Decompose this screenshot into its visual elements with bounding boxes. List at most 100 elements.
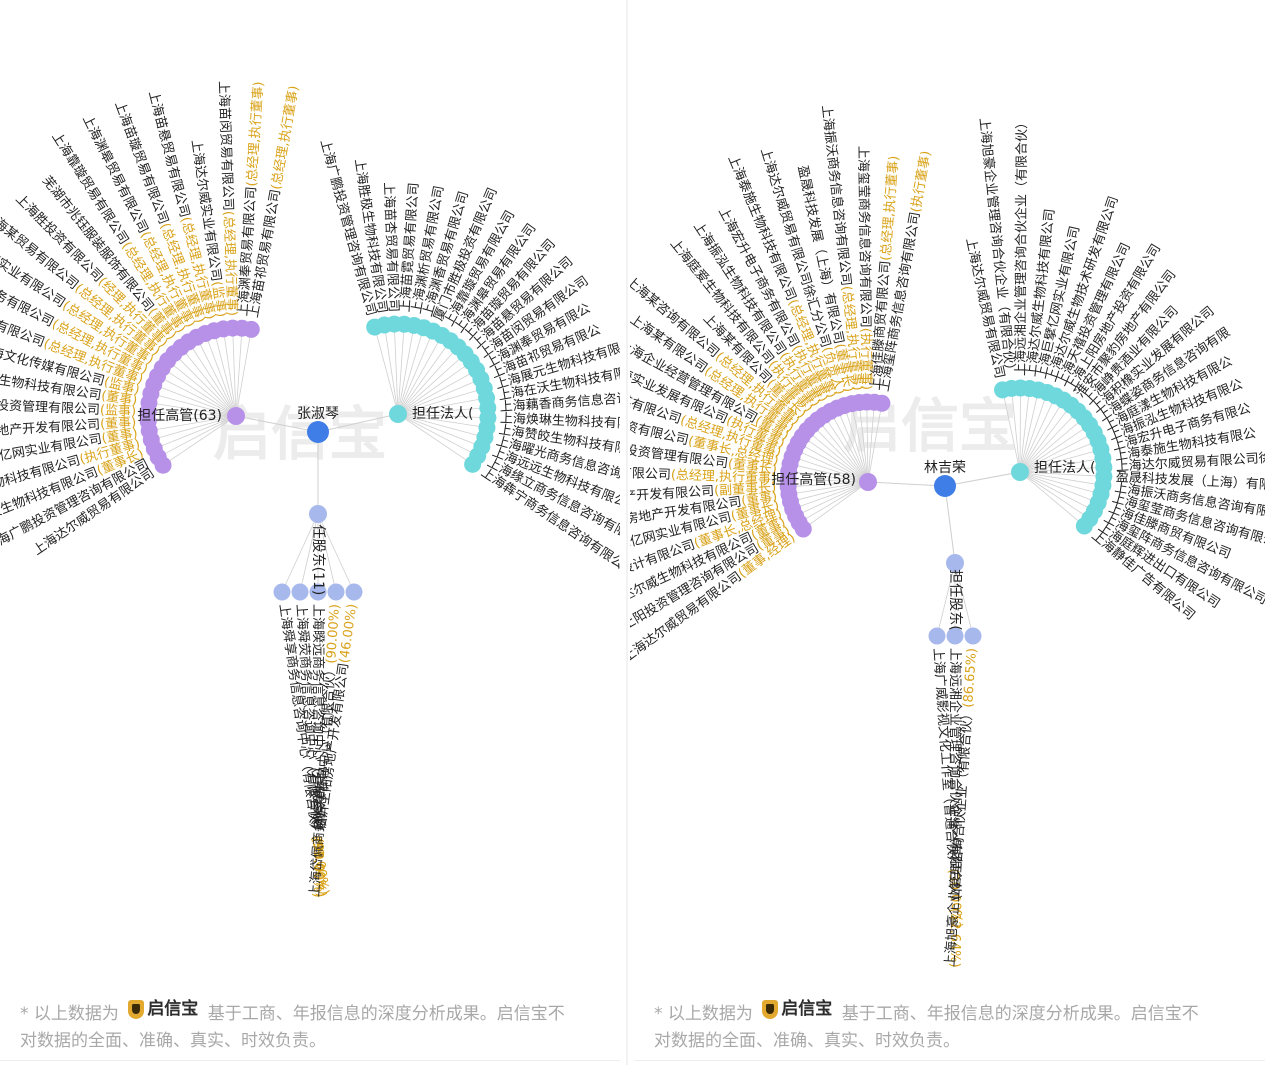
edge [802, 436, 869, 483]
graph-panel-2: 启信宝上海玺阵商务信息咨询有限公司(执行董事)上海佳滕商贸有限公司(总经理,执行… [554, 104, 1265, 968]
edge [944, 471, 1021, 487]
edge [161, 367, 237, 417]
nodes: 上海苗祁贸易有限公司(总经理,执行董事)上海渊奉贸易有限公司(总经理,执行董事)… [0, 81, 644, 898]
company-role: (90.00%) [324, 603, 343, 664]
edge [397, 361, 472, 415]
category-node [389, 405, 407, 423]
edge [148, 402, 237, 417]
person-node [934, 475, 956, 497]
edge [173, 353, 237, 417]
company-role: (总经理,执行董事) [221, 211, 240, 317]
category-label: 任股东(11) [310, 525, 326, 596]
edge [397, 407, 488, 415]
edge [397, 327, 425, 415]
company-role: (99.00%) [310, 837, 329, 898]
company-name: 上海玺莹商务信息咨询有限公司 [855, 146, 874, 328]
edge [1019, 440, 1099, 473]
edge [790, 481, 869, 503]
edge [157, 375, 237, 417]
edge [1019, 457, 1103, 473]
edge [798, 481, 869, 524]
footer-divider [634, 1060, 1265, 1061]
footer-disclaimer-left: * 以上数据为 启信宝 基于工商、年报信息的深度分析成果。启信宝不对数据的全面、… [20, 996, 580, 1055]
edge [397, 413, 478, 457]
edge [1019, 388, 1030, 473]
company-name: 上海焕琳生物科技有限公 [500, 411, 644, 432]
edge [791, 456, 869, 483]
company-label: 上海苗闵贸易有限公司(总经理,执行董事) [216, 81, 240, 317]
person-node [307, 421, 329, 443]
company-role: (监事) [209, 280, 229, 318]
edge [235, 328, 243, 417]
edge [317, 513, 355, 593]
company-node [1075, 517, 1093, 535]
edge [843, 405, 869, 483]
qixinbao-logo-icon [762, 1000, 779, 1019]
edge [867, 403, 883, 483]
company-node [794, 520, 812, 538]
edge [148, 415, 237, 422]
edge [235, 329, 252, 417]
edge [222, 328, 237, 417]
edge [1019, 387, 1021, 473]
edge [158, 415, 237, 458]
edge [1019, 471, 1085, 527]
panel-divider [626, 0, 628, 1065]
edge [806, 430, 869, 483]
edge [829, 411, 869, 483]
edge [1019, 471, 1095, 512]
edge [148, 411, 237, 417]
person-name: 张淑琴 [297, 406, 339, 422]
company-role: (董事长) [727, 456, 778, 477]
company-role: (86.65%) [961, 647, 980, 708]
company-role: (董事) [100, 388, 138, 408]
company-role: (总经理,执行董事) [671, 467, 777, 486]
nodes: 上海玺阵商务信息咨询有限公司(执行董事)上海佳滕商贸有限公司(总经理,执行董事)… [554, 104, 1265, 968]
company-role: (执行董事) [858, 328, 874, 390]
footer-suffix: 基于工商、年报信息的深度分析成果。启信宝不对数据的全面、准确、真实、时效负责。 [20, 1004, 565, 1051]
edge [1019, 399, 1064, 473]
company-name: 上海远湘企业管理咨询合伙企业（有限合伙） [948, 648, 964, 908]
edge [1019, 471, 1091, 520]
category-node [946, 554, 964, 572]
edge [851, 403, 869, 483]
edge [1011, 388, 1021, 473]
edge [836, 408, 869, 483]
edge [789, 463, 869, 483]
company-label: 上海术研发有限公司(总经理,执行董事) [554, 462, 777, 486]
edge [795, 481, 869, 517]
company-role: (董事) [740, 489, 778, 509]
footer-disclaimer-right: * 以上数据为 启信宝 基于工商、年报信息的深度分析成果。启信宝不对数据的全面、… [654, 996, 1214, 1055]
company-name: 上海苗闵贸易有限公司 [216, 81, 236, 211]
company-node [964, 627, 982, 645]
edge [1019, 471, 1099, 504]
edges [148, 324, 488, 593]
company-role: (董事) [101, 425, 139, 446]
edge [867, 481, 946, 487]
edge [397, 335, 443, 415]
edge [196, 337, 237, 417]
edge [1019, 410, 1079, 473]
edge [150, 393, 237, 417]
edge [397, 378, 482, 415]
person-name: 林吉荣 [924, 460, 966, 476]
qixinbao-logo-icon [128, 1000, 145, 1019]
edge [954, 562, 974, 637]
edge [1019, 432, 1095, 473]
footer-divider [0, 1060, 620, 1061]
edge [397, 325, 415, 415]
edge [858, 402, 869, 483]
edge [788, 471, 869, 483]
footer-prefix: * 以上数据为 [20, 1004, 119, 1024]
company-role: (监事) [100, 402, 137, 419]
edge [384, 324, 399, 415]
edge [154, 415, 237, 450]
company-node [273, 583, 291, 601]
edge [397, 346, 459, 415]
edge [803, 481, 869, 530]
edge [798, 442, 869, 483]
footer-suffix: 基于工商、年报信息的深度分析成果。启信宝不对数据的全面、准确、真实、时效负责。 [654, 1004, 1199, 1051]
company-name: 上海术研发有限公司 [554, 462, 672, 482]
edges [788, 387, 1104, 637]
